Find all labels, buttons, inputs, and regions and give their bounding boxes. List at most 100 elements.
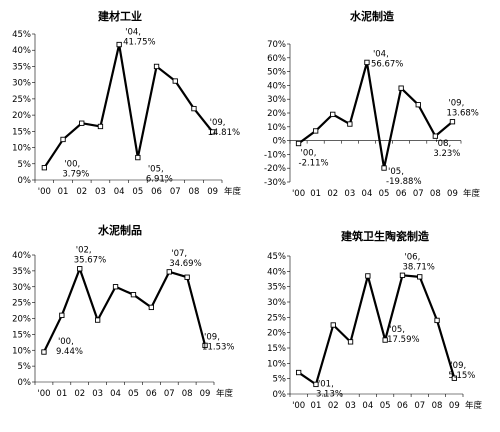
y-tick-label: 45% — [267, 252, 286, 262]
data-point — [313, 381, 319, 388]
x-tick-label: '00 — [38, 187, 51, 197]
data-point — [148, 304, 154, 311]
x-axis-label: 年度 — [224, 186, 242, 197]
y-tick-label: 15% — [12, 127, 31, 137]
x-tick-label: 09 — [207, 187, 218, 197]
data-point — [130, 292, 137, 298]
series-line — [42, 267, 207, 353]
annotation-year: '01, — [318, 379, 334, 389]
y-tick-label: 35% — [12, 267, 31, 277]
y-tick-label: -10% — [264, 150, 286, 160]
x-tick-label: 01 — [56, 389, 67, 399]
y-tick-label: 5% — [18, 362, 32, 372]
x-tick-label: 09 — [447, 189, 458, 199]
y-tick-label: 25% — [12, 95, 31, 105]
x-axis-label: 年度 — [216, 388, 234, 399]
chart-panel-2: 水泥制造 -30% -20% -10% 0% 10% 20% 30% 40% 50% 60% 70% '… — [264, 9, 480, 199]
data-point — [202, 342, 208, 349]
x-tick-label: 05 — [379, 189, 390, 199]
data-point — [60, 136, 66, 143]
annotation-value: 56.67% — [371, 59, 403, 69]
y-tick-label: -20% — [264, 164, 286, 174]
data-point — [97, 123, 104, 130]
data-point — [295, 140, 302, 147]
data-point — [59, 312, 65, 318]
annotation-year: '06, — [404, 252, 420, 262]
data-point — [166, 269, 172, 275]
x-tick-label: 03 — [345, 401, 356, 411]
y-tick-label: 40% — [12, 46, 31, 56]
x-tick-label: 06 — [151, 187, 162, 197]
annotation-year: '09, — [210, 118, 226, 128]
y-tick-label: 0% — [273, 390, 287, 400]
y-tick-label: 5% — [18, 160, 32, 170]
data-point — [330, 322, 336, 328]
y-tick-label: 60% — [267, 54, 286, 64]
y-tick-label: 35% — [12, 62, 31, 72]
x-tick-label: 01 — [58, 187, 69, 197]
data-point — [434, 317, 440, 324]
data-point — [381, 165, 387, 171]
data-point — [451, 375, 457, 381]
y-tick-label: 10% — [267, 123, 286, 133]
x-axis-label: 年度 — [463, 188, 481, 199]
y-tick-label: 5% — [273, 375, 287, 385]
y-tick-label: 10% — [12, 346, 31, 356]
annotation-year: '00, — [301, 149, 317, 159]
x-tick-label: 08 — [430, 189, 441, 199]
data-point — [417, 274, 423, 280]
annotation-value: 3.79% — [62, 170, 89, 180]
annotation-year: '05, — [389, 325, 405, 335]
data-point — [172, 78, 178, 84]
x-tick-label: 08 — [182, 389, 193, 399]
annotation-year: '08, — [435, 139, 451, 149]
x-tick-label: 02 — [76, 187, 87, 197]
y-tick-label: 40% — [267, 81, 286, 91]
x-tick-label: 09 — [200, 389, 211, 399]
x-tick-label: 02 — [328, 401, 339, 411]
chart-panel-4: 建筑卫生陶瓷制造 0% 5% 10% 15% 20% 25% 30% 35% 40% 45% '00 0… — [267, 229, 482, 411]
series-line — [298, 274, 456, 386]
data-point — [116, 41, 122, 48]
x-tick-label: '00 — [292, 401, 305, 411]
annotation-year: '05, — [388, 167, 404, 177]
x-tick-label: 06 — [146, 389, 157, 399]
data-point — [415, 102, 421, 108]
chart-panel-3: 水泥制品 0% 5% 10% 15% 20% 25% 30% 35% 40% '00 01 02 03 04… — [12, 223, 234, 399]
data-point — [112, 284, 119, 290]
annotation-year: '09, — [204, 332, 220, 342]
y-tick-label: 20% — [12, 111, 31, 121]
annotation-year: '04, — [373, 49, 389, 59]
annotation-year: '05, — [148, 165, 164, 175]
data-point — [191, 105, 197, 112]
annotation-year: '00, — [64, 160, 80, 170]
x-tick-label: 04 — [362, 401, 373, 411]
annotation-value: -19.88% — [386, 177, 421, 187]
series-line — [297, 61, 454, 170]
y-tick-label: 10% — [12, 144, 31, 154]
annotation-value: 17.59% — [387, 335, 419, 345]
y-tick-label: 50% — [267, 68, 286, 78]
chart-title: 建筑卫生陶瓷制造 — [341, 229, 430, 243]
y-tick-label: 20% — [12, 315, 31, 325]
y-tick-label: 35% — [267, 283, 286, 293]
y-tick-label: 0% — [18, 176, 32, 186]
annotation-value: 34.69% — [169, 259, 201, 269]
y-tick-label: 30% — [267, 298, 286, 308]
annotation-value: 9.44% — [56, 347, 83, 357]
y-tick-label: 25% — [12, 299, 31, 309]
x-tick-label: 07 — [164, 389, 175, 399]
x-tick-label: 04 — [114, 187, 125, 197]
y-tick-label: -30% — [264, 178, 286, 188]
x-tick-label: 01 — [310, 189, 321, 199]
chart-title: 水泥制品 — [98, 223, 142, 237]
annotation-value: 41.75% — [123, 38, 155, 48]
annotation-value: 6.91% — [146, 175, 173, 185]
y-tick-label: 40% — [12, 251, 31, 261]
x-tick-label: 08 — [189, 187, 200, 197]
x-tick-label: 05 — [132, 187, 143, 197]
data-point — [313, 128, 319, 134]
x-tick-label: 06 — [396, 189, 407, 199]
x-tick-label: 03 — [92, 389, 103, 399]
